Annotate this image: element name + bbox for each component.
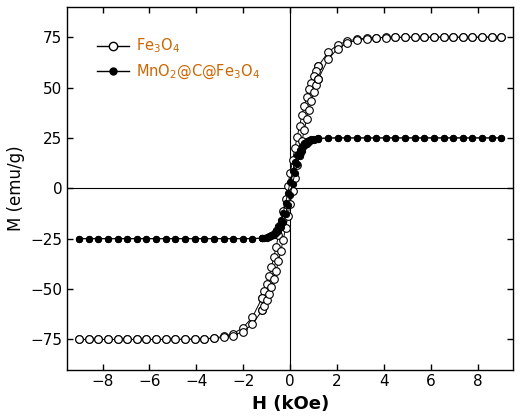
Legend: Fe$_3$O$_4$, MnO$_2$@C@Fe$_3$O$_4$: Fe$_3$O$_4$, MnO$_2$@C@Fe$_3$O$_4$ bbox=[93, 32, 265, 86]
X-axis label: H (kOe): H (kOe) bbox=[252, 395, 329, 413]
Y-axis label: M (emu/g): M (emu/g) bbox=[7, 145, 25, 231]
